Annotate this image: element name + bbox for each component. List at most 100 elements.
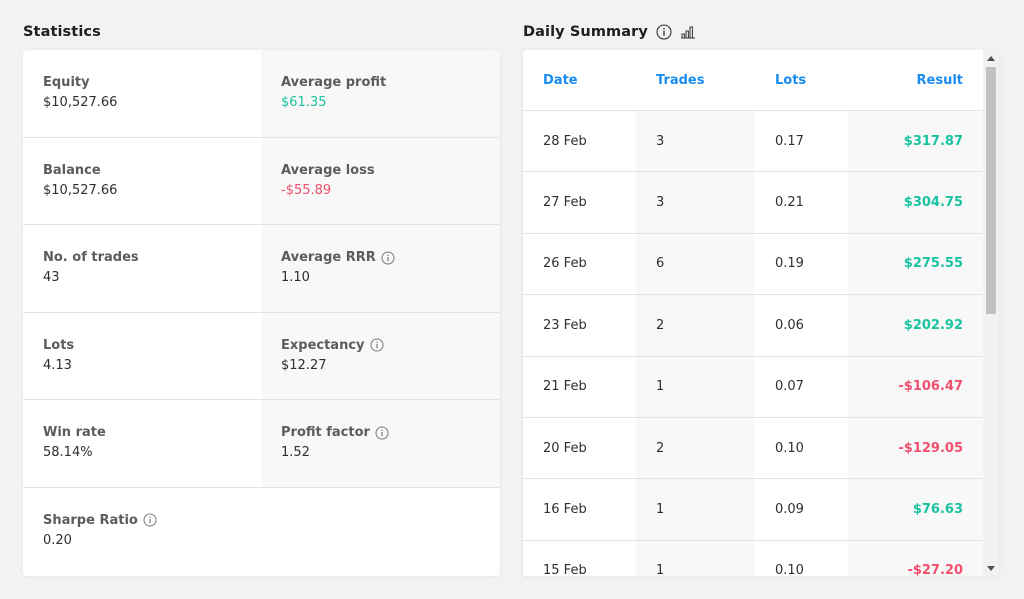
stat-label: Average profit	[281, 75, 387, 90]
stat-label-text: Sharpe Ratio	[43, 512, 138, 528]
cell-result: -$106.47	[848, 356, 983, 417]
cell-lots: 0.10	[775, 440, 804, 456]
info-icon[interactable]	[656, 24, 672, 40]
table-row: 27 Feb 3 0.21 $304.75	[523, 172, 983, 234]
stat-label-text: Expectancy	[281, 337, 365, 353]
cell-trades: 3	[636, 111, 755, 172]
cell-date: 20 Feb	[543, 440, 587, 456]
stat-label: Win rate	[43, 425, 106, 440]
cell-trades: 2	[636, 417, 755, 479]
column-header-trades[interactable]: Trades	[656, 72, 705, 88]
cell-result: $317.87	[848, 111, 983, 172]
cell-date: 15 Feb	[543, 563, 587, 576]
stat-value: 58.14%	[43, 445, 93, 460]
cell-lots: 0.10	[775, 563, 804, 576]
cell-date: 27 Feb	[543, 195, 587, 211]
cell-date: 26 Feb	[543, 256, 587, 272]
cell-result: -$129.05	[848, 417, 983, 479]
stat-label: Average loss	[281, 162, 375, 178]
cell-trades: 6	[636, 233, 755, 295]
stat-label-text: Profit factor	[281, 425, 370, 440]
scroll-down-arrow-icon[interactable]	[983, 560, 999, 576]
stat-expectancy: Expectancy $12.27	[261, 312, 500, 399]
stat-average-rrr: Average RRR 1.10	[261, 225, 500, 312]
stat-value: -$55.89	[281, 182, 332, 198]
column-header-lots[interactable]: Lots	[775, 72, 807, 88]
info-icon[interactable]	[381, 251, 395, 265]
table-row: 16 Feb 1 0.09 $76.63	[523, 479, 983, 541]
cell-lots: 0.06	[775, 317, 804, 333]
scrollbar-thumb[interactable]	[986, 67, 996, 314]
stat-label-row: Sharpe Ratio	[43, 512, 241, 529]
stats-row: Sharpe Ratio 0.20	[23, 487, 500, 576]
cell-lots: 0.21	[775, 195, 804, 211]
stat-average-profit: Average profit $61.35	[261, 50, 500, 137]
cell-trades: 3	[636, 172, 755, 233]
statistics-title-text: Statistics	[23, 24, 101, 40]
cell-result: $76.63	[848, 479, 983, 540]
statistics-card: Equity $10,527.66 Average profit $61.35 …	[23, 50, 500, 576]
cell-date: 28 Feb	[543, 133, 587, 149]
stat-lots: Lots 4.13	[23, 313, 261, 400]
table-row: 23 Feb 2 0.06 $202.92	[523, 295, 983, 357]
stat-value: 1.10	[281, 270, 310, 285]
cell-date: 21 Feb	[543, 379, 587, 395]
stat-value: $12.27	[281, 357, 327, 373]
cell-trades: 1	[636, 540, 755, 576]
stats-row: Win rate 58.14% Profit factor 1.52	[23, 400, 500, 488]
info-icon[interactable]	[370, 338, 384, 352]
stat-value: $10,527.66	[43, 182, 118, 198]
cell-date: 16 Feb	[543, 502, 587, 518]
stats-row: Equity $10,527.66 Average profit $61.35	[23, 50, 500, 138]
statistics-title: Statistics	[23, 24, 101, 40]
cell-result: $202.92	[848, 295, 983, 356]
stat-empty-cell	[261, 487, 500, 575]
cell-date: 23 Feb	[543, 317, 587, 333]
info-icon[interactable]	[143, 513, 157, 527]
stat-balance: Balance $10,527.66	[23, 138, 261, 225]
cell-result: $304.75	[848, 172, 983, 233]
table-row: 28 Feb 3 0.17 $317.87	[523, 111, 983, 173]
stat-value: 4.13	[43, 357, 72, 373]
cell-trades: 1	[636, 356, 755, 417]
stats-row: No. of trades 43 Average RRR 1.10	[23, 225, 500, 313]
stat-label-row: Profit factor	[281, 424, 480, 441]
cell-trades: 1	[636, 479, 755, 540]
stat-label: Balance	[43, 162, 101, 178]
stat-sharpe-ratio: Sharpe Ratio 0.20	[23, 488, 261, 576]
stat-value: 0.20	[43, 532, 72, 548]
cell-lots: 0.07	[775, 379, 804, 395]
scroll-up-arrow-icon[interactable]	[983, 50, 999, 66]
stat-value: 43	[43, 270, 60, 285]
stat-label-row: Average RRR	[281, 249, 480, 266]
stat-value: 1.52	[281, 445, 310, 460]
stats-row: Lots 4.13 Expectancy $12.27	[23, 312, 500, 400]
info-icon[interactable]	[375, 426, 389, 440]
stats-row: Balance $10,527.66 Average loss -$55.89	[23, 137, 500, 225]
stat-label-text: Average RRR	[281, 250, 376, 265]
table-row: 20 Feb 2 0.10 -$129.05	[523, 417, 983, 480]
stat-value: $61.35	[281, 95, 327, 110]
stat-equity: Equity $10,527.66	[23, 50, 261, 137]
stat-label: Lots	[43, 337, 75, 353]
stat-win-rate: Win rate 58.14%	[23, 400, 261, 487]
table-row: 21 Feb 1 0.07 -$106.47	[523, 356, 983, 418]
table-row: 26 Feb 6 0.19 $275.55	[523, 233, 983, 296]
stat-average-loss: Average loss -$55.89	[261, 137, 500, 224]
daily-summary-title-text: Daily Summary	[523, 24, 648, 40]
column-header-result[interactable]: Result	[916, 72, 964, 88]
column-header-date[interactable]: Date	[543, 72, 578, 88]
cell-lots: 0.19	[775, 256, 804, 272]
vertical-scrollbar[interactable]	[983, 50, 999, 576]
cell-result: -$27.20	[848, 540, 983, 576]
stat-label: No. of trades	[43, 250, 139, 265]
bar-chart-icon[interactable]	[680, 25, 696, 39]
daily-summary-card[interactable]: Date Trades Lots Result 28 Feb 3 0.17 $3…	[523, 50, 999, 576]
stat-profit-factor: Profit factor 1.52	[261, 400, 500, 487]
table-row: 15 Feb 1 0.10 -$27.20	[523, 540, 983, 576]
stat-label: Equity	[43, 75, 90, 90]
cell-lots: 0.09	[775, 502, 804, 518]
daily-summary-title: Daily Summary	[523, 24, 696, 40]
stat-value: $10,527.66	[43, 95, 118, 110]
cell-result: $275.55	[848, 233, 983, 295]
